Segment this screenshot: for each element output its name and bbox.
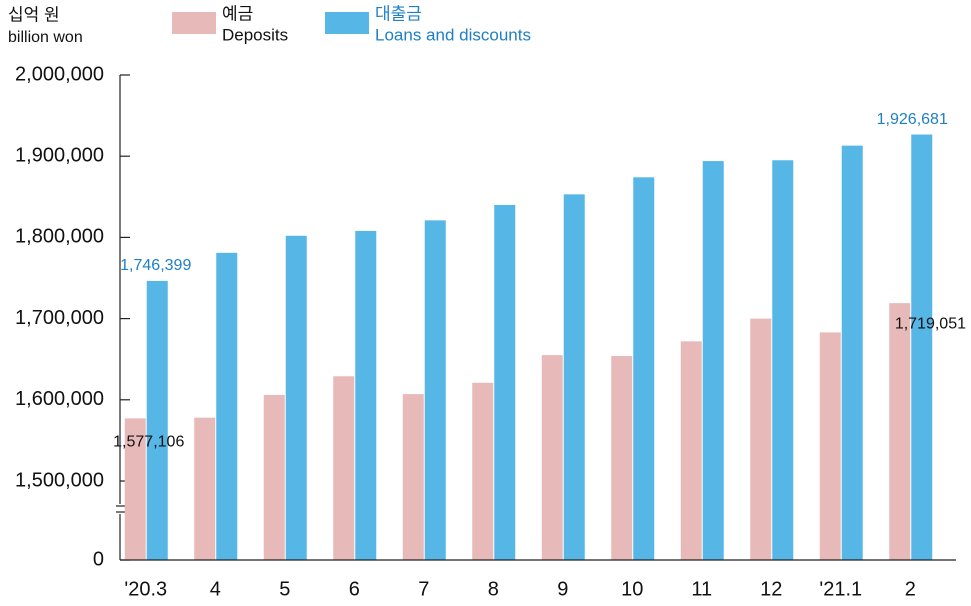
x-tick-label: 10 <box>621 578 643 600</box>
x-tick-label: 6 <box>349 578 360 600</box>
x-tick-label: 9 <box>557 578 568 600</box>
bar <box>216 252 238 560</box>
bar <box>146 280 168 560</box>
y-tick-label: 1,700,000 <box>15 307 104 329</box>
bar <box>285 235 307 560</box>
x-tick-label: '20.3 <box>124 578 167 600</box>
x-tick-label: '21.1 <box>819 578 862 600</box>
legend-label-en: Loans and discounts <box>375 25 531 44</box>
value-label: 1,746,399 <box>120 257 191 274</box>
bar <box>194 417 216 560</box>
bar <box>494 204 516 561</box>
x-tick-label: 11 <box>691 578 712 600</box>
legend-swatch <box>172 12 216 34</box>
legend-swatch <box>325 12 369 34</box>
bar <box>263 394 285 560</box>
bar <box>819 332 841 560</box>
bar <box>702 161 724 560</box>
x-tick-label: 4 <box>210 578 221 600</box>
bar <box>541 355 563 560</box>
bar <box>633 177 655 560</box>
legend-label: 대출금 <box>375 4 422 23</box>
x-tick-label: 5 <box>279 578 290 600</box>
bar <box>563 194 585 560</box>
value-label: 1,926,681 <box>877 111 948 128</box>
unit-label: 십억 원 <box>8 5 60 24</box>
bar <box>911 134 933 560</box>
y-tick-label: 1,800,000 <box>15 226 104 248</box>
x-tick-label: 2 <box>905 578 916 600</box>
bar <box>355 230 377 561</box>
y-tick-label: 1,500,000 <box>15 469 104 491</box>
x-tick-label: 8 <box>488 578 499 600</box>
bar <box>889 303 911 560</box>
x-tick-label: 12 <box>760 578 782 600</box>
bar <box>680 341 702 560</box>
y-tick-label: 2,000,000 <box>15 63 104 85</box>
bar <box>402 394 424 560</box>
value-label: 1,577,106 <box>113 434 184 451</box>
y-tick-label: 0 <box>93 548 104 570</box>
bar <box>424 220 446 560</box>
y-tick-label: 1,900,000 <box>15 144 104 166</box>
bar <box>124 418 146 560</box>
bar <box>333 376 355 560</box>
legend-label: 예금 <box>222 4 253 23</box>
bar <box>750 318 772 560</box>
bar <box>772 160 794 560</box>
legend-label-en: Deposits <box>222 25 288 44</box>
bar <box>841 145 863 561</box>
unit-label-en: billion won <box>8 29 83 46</box>
y-tick-label: 1,600,000 <box>15 388 104 410</box>
x-tick-label: 7 <box>418 578 429 600</box>
bar <box>611 355 633 560</box>
value-label: 1,719,051 <box>895 315 966 332</box>
bar <box>472 382 494 560</box>
